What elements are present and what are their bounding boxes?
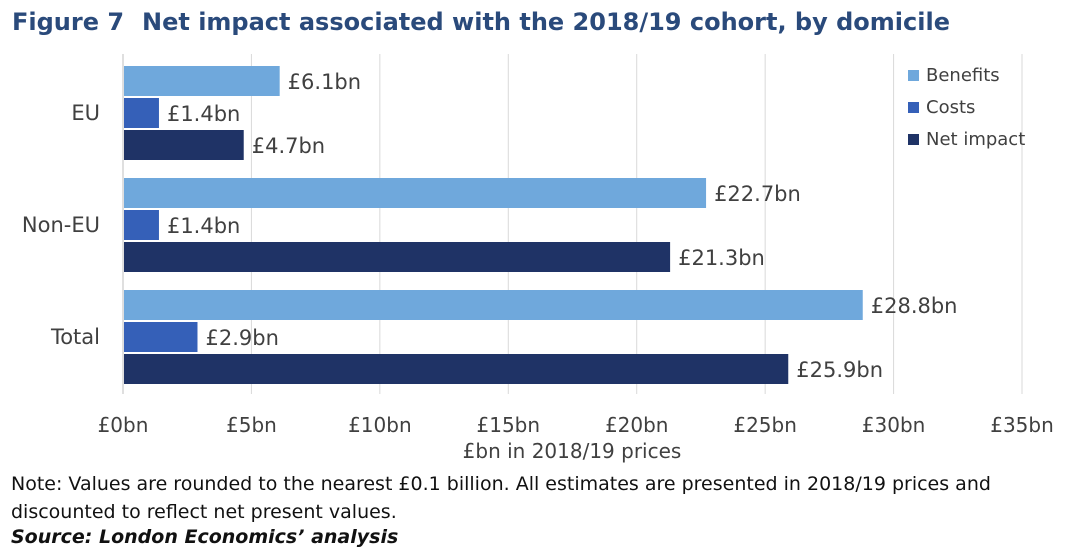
bar [124,98,159,128]
figure-number: Figure 7 [12,8,125,36]
data-label: £25.9bn [796,358,883,382]
data-label: £22.7bn [714,182,801,206]
data-label: £1.4bn [167,102,240,126]
chart-source: Source: London Economics’ analysis [11,526,399,548]
data-label: £6.1bn [288,70,361,94]
x-tick-label: £35bn [990,413,1054,437]
x-tick-label: £20bn [605,413,669,437]
legend-label: Net impact [926,129,1025,150]
gridlines [122,54,1023,394]
legend-label: Benefits [926,65,1000,86]
x-tick-label: £10bn [348,413,412,437]
x-tick-label: £30bn [862,413,926,437]
figure-title: Net impact associated with the 2018/19 c… [142,8,950,36]
x-tick-label: £15bn [477,413,541,437]
bar [124,290,863,320]
category-label: Non-EU [22,213,100,237]
legend: Benefits Costs Net impact [908,65,1025,150]
data-label: £1.4bn [167,214,240,238]
legend-swatch [908,102,919,113]
bar [124,130,244,160]
x-tick-labels: £0bn £5bn £10bn £15bn £20bn £25bn £30bn £35bn [98,413,1054,437]
data-label: £28.8bn [871,294,958,318]
legend-label: Costs [926,97,975,118]
x-axis-label: £bn in 2018/19 prices [463,439,682,463]
figure-title-row: Figure 7 Net impact associated with the … [12,4,950,40]
bar [124,242,671,272]
bars [124,66,863,384]
data-labels: £6.1bn £1.4bn £4.7bn £22.7bn £1.4bn £21.3bn £2… [167,70,958,382]
category-label: Total [50,325,100,349]
data-label: £21.3bn [678,246,765,270]
bar [124,178,707,208]
bar-chart: £6.1bn £1.4bn £4.7bn £22.7bn £1.4bn £21.3bn £2… [22,54,1054,463]
x-tick-label: £5bn [226,413,277,437]
bar [124,322,198,352]
legend-swatch [908,134,919,145]
category-label: EU [71,101,100,125]
bar [124,354,789,384]
chart-note: Note: Values are rounded to the nearest … [11,473,991,523]
bar [124,210,159,240]
x-tick-label: £0bn [98,413,149,437]
data-label: £2.9bn [205,326,278,350]
legend-swatch [908,70,919,81]
bar [124,66,280,96]
data-label: £4.7bn [252,134,325,158]
x-tick-label: £25bn [733,413,797,437]
category-labels: EU Non-EU Total [22,101,100,349]
